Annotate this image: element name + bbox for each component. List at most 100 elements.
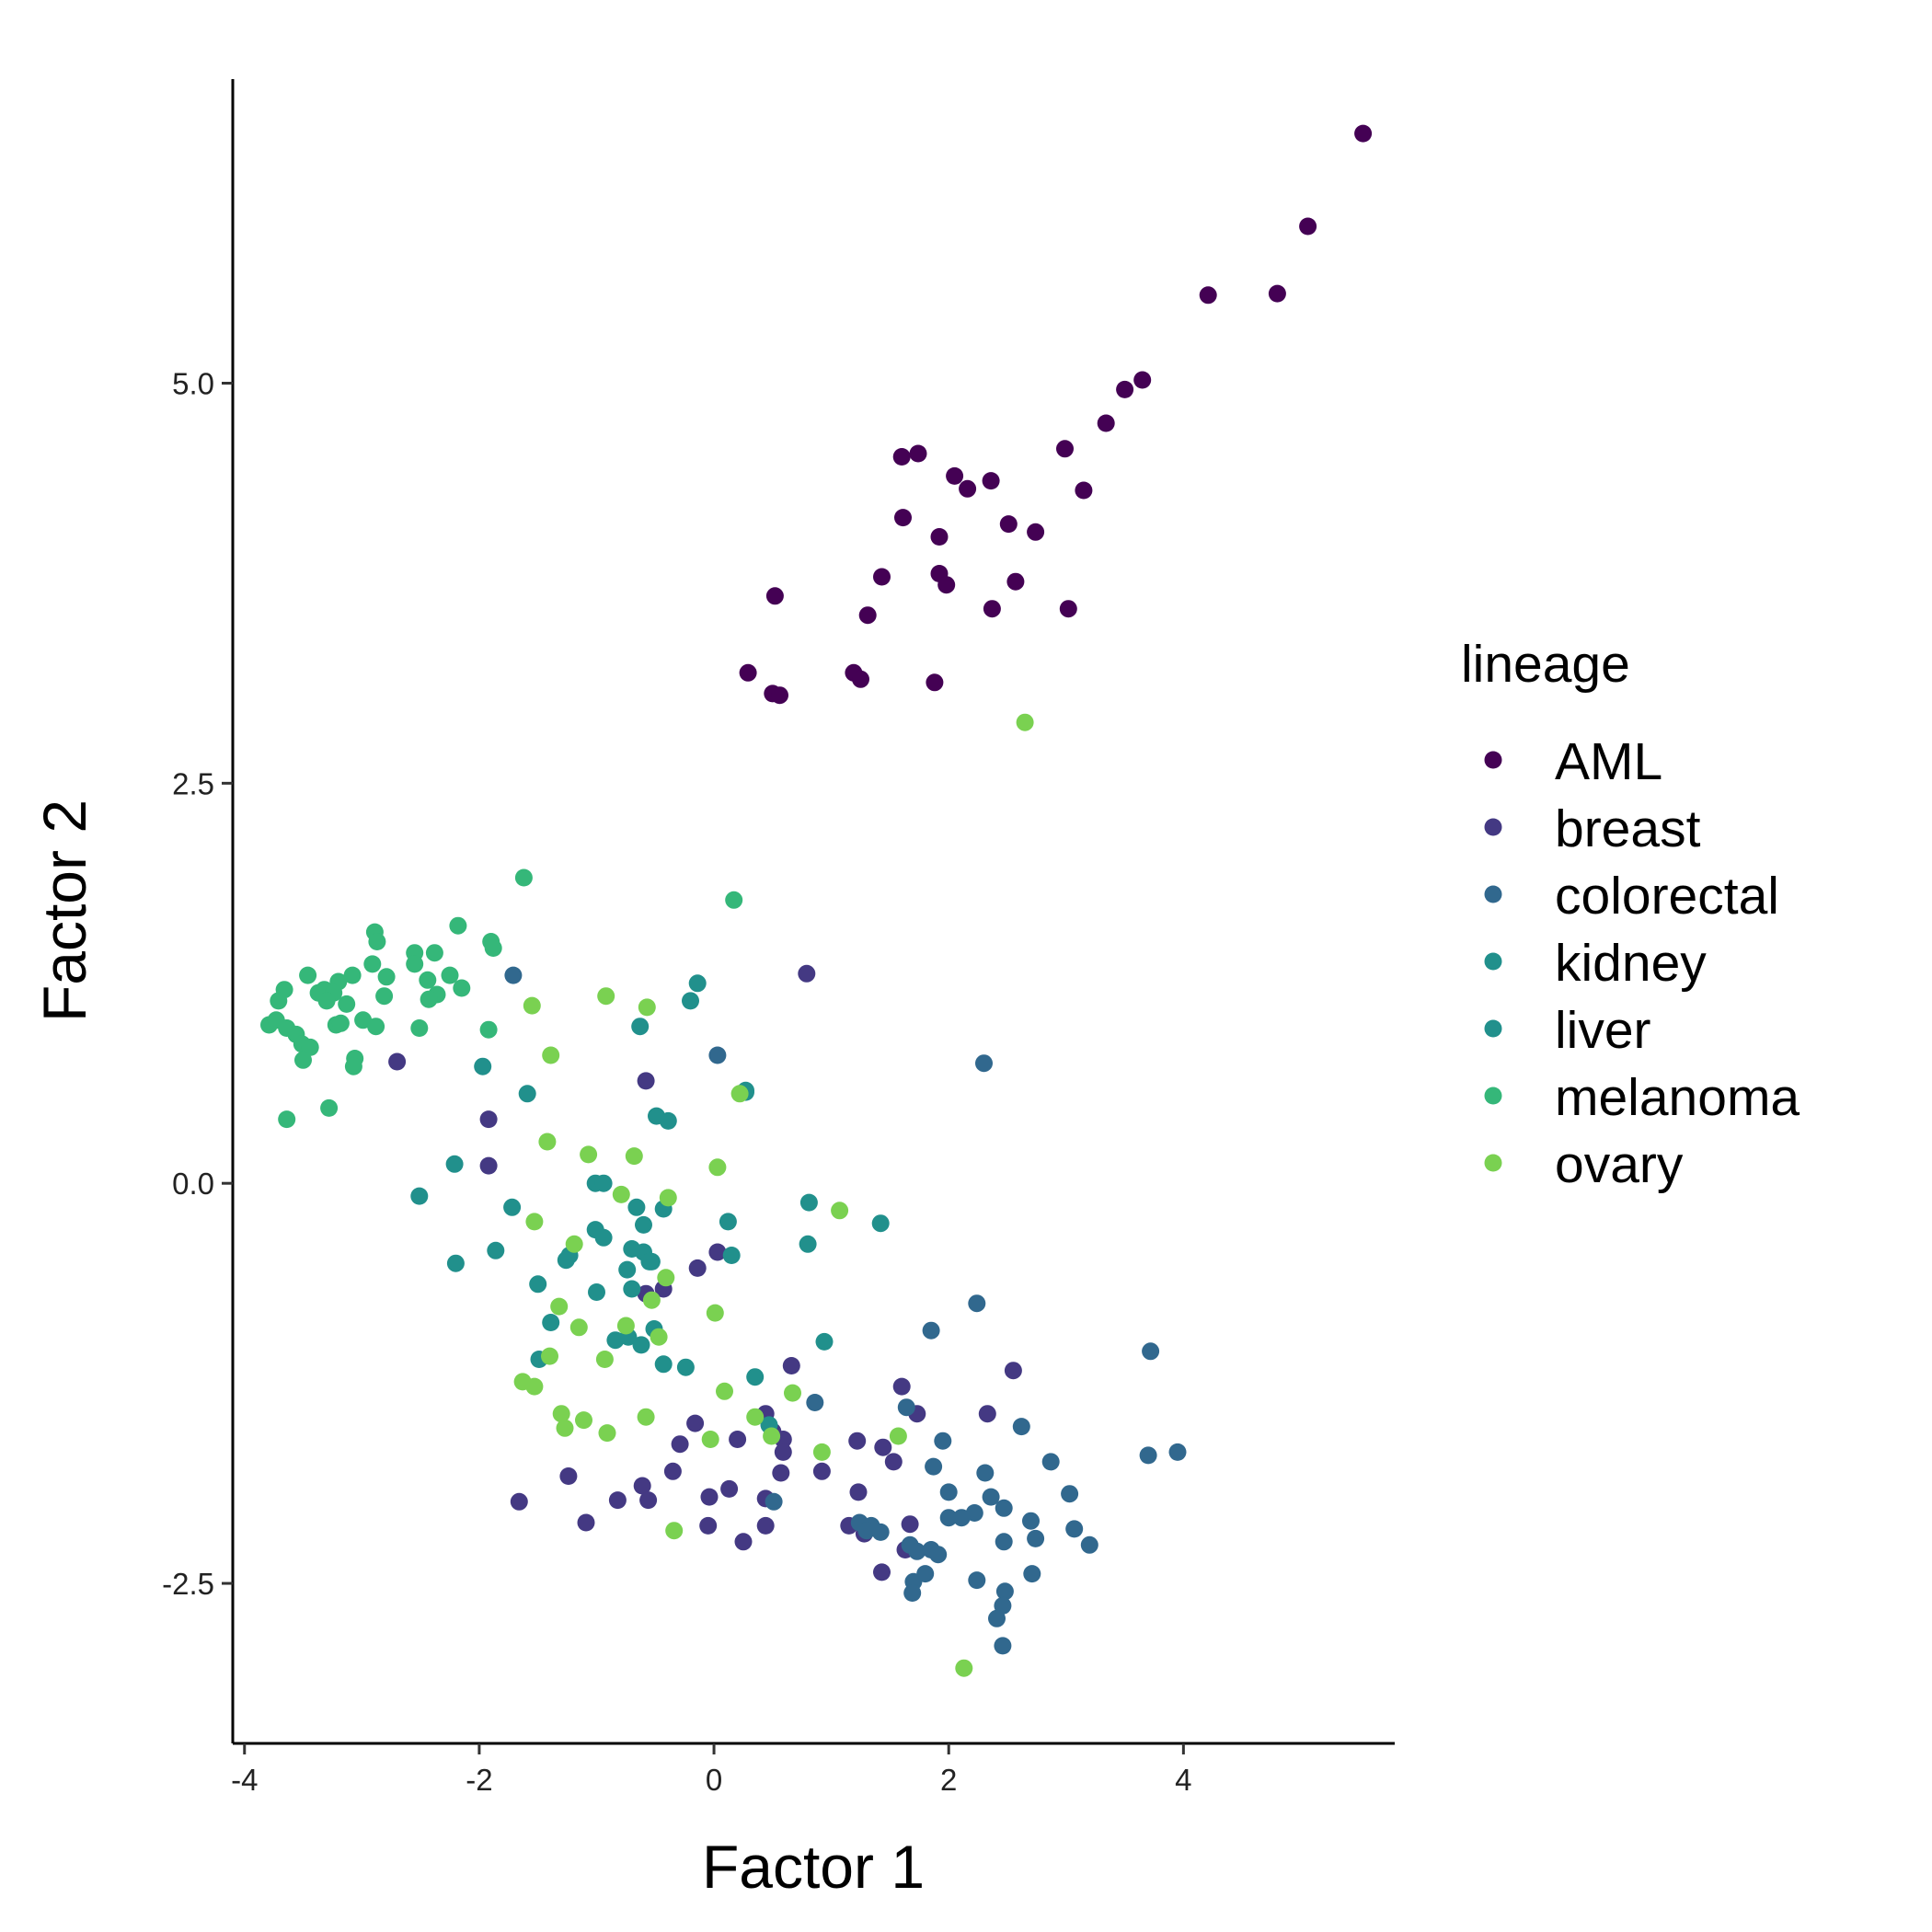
point-ovary	[730, 1085, 749, 1103]
point-breast	[688, 1259, 707, 1277]
point-melanoma	[331, 1014, 350, 1032]
legend-label-aml: AML	[1555, 732, 1662, 791]
legend-label-liver: liver	[1555, 1001, 1651, 1060]
point-ovary	[525, 1213, 544, 1231]
point-melanoma	[368, 933, 386, 950]
point-ovary	[523, 996, 541, 1015]
point-ovary	[763, 1427, 781, 1445]
point-melanoma	[419, 971, 437, 989]
point-aml	[1299, 217, 1317, 236]
point-breast	[798, 964, 816, 983]
point-breast	[978, 1405, 996, 1423]
point-ovary	[642, 1291, 661, 1309]
point-kidney	[682, 992, 699, 1010]
point-liver	[410, 1187, 429, 1205]
point-melanoma	[317, 992, 336, 1010]
point-aml	[1133, 371, 1152, 389]
point-colorectal	[925, 1457, 943, 1476]
point-aml	[852, 670, 869, 688]
point-kidney	[631, 1018, 650, 1036]
point-breast	[637, 1072, 655, 1090]
point-aml	[1354, 124, 1373, 143]
point-colorectal	[995, 1533, 1013, 1551]
point-colorectal	[857, 1522, 876, 1540]
point-melanoma	[320, 1098, 339, 1117]
point-aml	[959, 479, 977, 498]
point-colorectal	[994, 1637, 1012, 1655]
point-breast	[884, 1453, 903, 1471]
point-colorectal	[903, 1584, 922, 1602]
point-aml	[1199, 286, 1217, 305]
point-breast	[873, 1563, 891, 1581]
point-melanoma	[725, 891, 743, 909]
point-melanoma	[367, 1018, 385, 1036]
point-colorectal	[952, 1509, 971, 1527]
point-colorectal	[765, 1492, 783, 1511]
point-ovary	[701, 1431, 719, 1448]
point-colorectal	[1080, 1535, 1098, 1554]
point-breast	[848, 1432, 867, 1450]
point-ovary	[525, 1377, 544, 1396]
point-colorectal	[1139, 1446, 1157, 1465]
point-ovary	[625, 1147, 643, 1166]
point-ovary	[812, 1443, 831, 1461]
point-breast	[756, 1516, 775, 1535]
point-ovary	[659, 1189, 677, 1207]
point-aml	[1097, 414, 1115, 432]
point-aml	[858, 606, 877, 625]
legend-key-breast	[1484, 818, 1502, 836]
y-tick-label: 5.0	[172, 366, 214, 400]
point-ovary	[716, 1382, 733, 1400]
point-ovary	[541, 1347, 558, 1365]
point-breast	[633, 1477, 651, 1495]
point-melanoma	[449, 916, 467, 935]
point-breast	[388, 1052, 407, 1071]
point-ovary	[1016, 713, 1034, 731]
point-aml	[1268, 284, 1286, 303]
point-kidney	[594, 1228, 613, 1247]
point-colorectal	[1012, 1418, 1030, 1436]
y-axis-title: Factor 2	[30, 799, 98, 1022]
point-melanoma	[410, 1019, 429, 1037]
point-colorectal	[968, 1571, 986, 1590]
point-liver	[623, 1280, 641, 1298]
point-aml	[892, 448, 911, 466]
point-ovary	[955, 1659, 973, 1677]
point-aml	[1075, 481, 1093, 500]
point-aml	[930, 528, 949, 546]
point-ovary	[665, 1522, 684, 1540]
y-tick-label: 2.5	[172, 766, 214, 800]
point-ovary	[612, 1185, 630, 1203]
point-ovary	[598, 1424, 616, 1443]
legend-items: AML breast colorectal kidney liver melanoma ov…	[1484, 732, 1800, 1194]
legend-key-ovary	[1484, 1154, 1502, 1172]
point-breast	[671, 1435, 689, 1454]
point-aml	[1116, 380, 1134, 398]
point-liver	[445, 1155, 464, 1173]
x-axis-title: Factor 1	[702, 1833, 925, 1901]
point-melanoma	[301, 1038, 319, 1056]
point-breast	[686, 1414, 705, 1432]
y-tick-label: 0.0	[172, 1167, 214, 1201]
point-ovary	[597, 987, 615, 1006]
point-aml	[1059, 600, 1077, 618]
legend-key-aml	[1484, 751, 1502, 769]
point-aml	[1006, 572, 1025, 591]
point-ovary	[542, 1046, 560, 1064]
point-breast	[774, 1443, 792, 1461]
point-liver	[746, 1368, 765, 1386]
point-aml	[765, 587, 784, 605]
point-ovary	[575, 1411, 592, 1430]
point-kidney	[635, 1215, 652, 1234]
point-melanoma	[484, 939, 502, 957]
point-colorectal	[1023, 1565, 1041, 1583]
point-kidney	[722, 1247, 741, 1264]
point-colorectal	[504, 966, 523, 984]
point-breast	[849, 1483, 868, 1501]
x-tick-label: -2	[466, 1763, 492, 1797]
point-liver	[640, 1252, 659, 1271]
point-aml	[946, 466, 964, 485]
point-liver	[487, 1241, 505, 1259]
point-aml	[937, 576, 956, 594]
legend-label-ovary: ovary	[1555, 1135, 1684, 1194]
